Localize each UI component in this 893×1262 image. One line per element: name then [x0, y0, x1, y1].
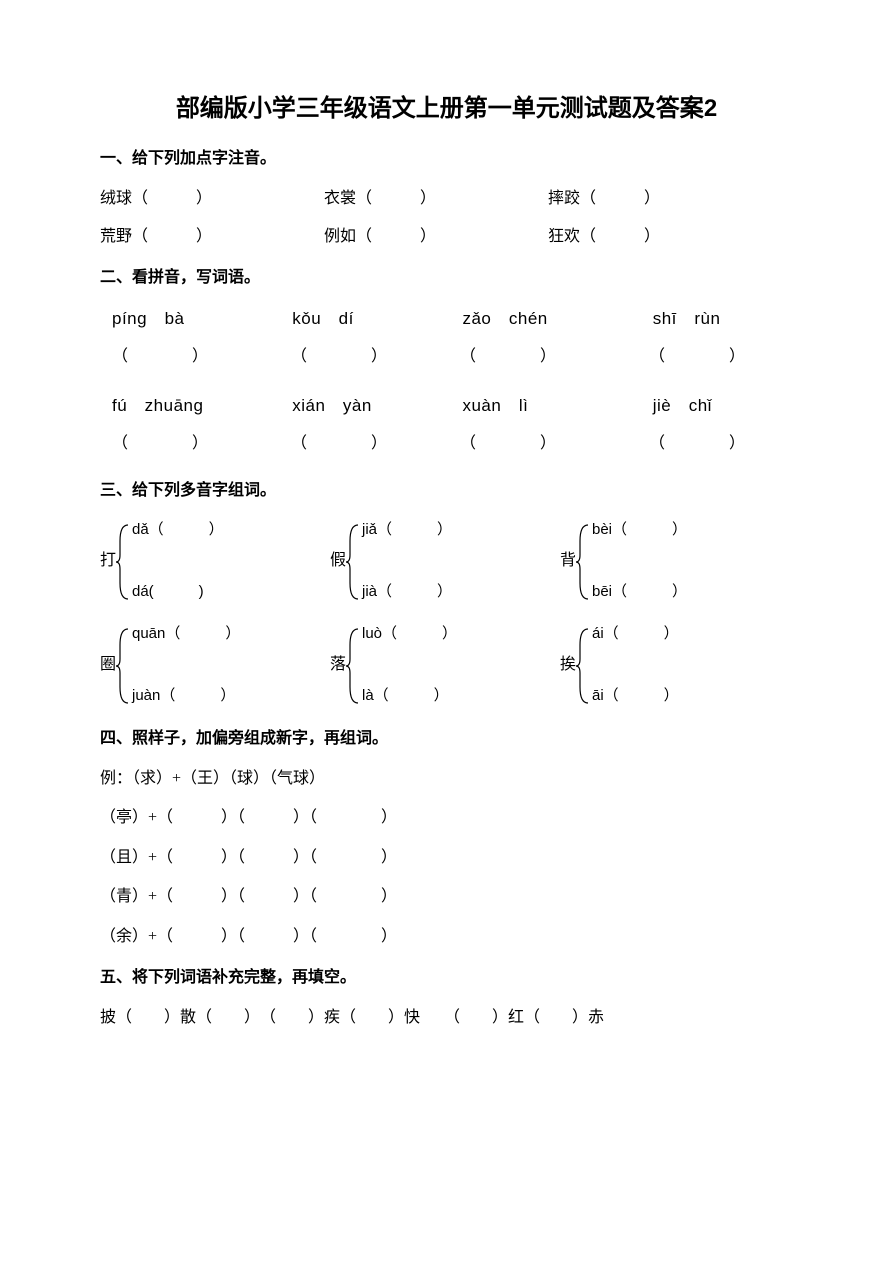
pinyin: jiè chǐ	[653, 392, 793, 419]
blank: （ ）	[112, 344, 287, 370]
poly-opt: jià（ ）	[362, 580, 452, 604]
poly-opt: juàn（ ）	[132, 684, 240, 708]
q1-item: 衣裳（ ）	[324, 186, 544, 212]
pinyin: kǒu dí	[292, 305, 457, 332]
pinyin: shī rùn	[653, 305, 793, 332]
q3-options: dǎ（ ） dá( )	[132, 518, 224, 604]
q4-row: （青）+（ ）（ ）（ ）	[100, 884, 793, 910]
q3-group: 假 jiǎ（ ） jià（ ）	[330, 518, 560, 604]
q3-group: 打 dǎ（ ） dá( )	[100, 518, 330, 604]
poly-opt: dǎ（ ）	[132, 518, 224, 542]
blank: （ ）	[460, 344, 645, 370]
q1-item: 狂欢（ ）	[548, 224, 768, 250]
q1-row2: 荒野（ ） 例如（ ） 狂欢（ ）	[100, 224, 793, 250]
q5-line: 披（ ）散（ ） （ ）疾（ ）快 （ ）红（ ）赤	[100, 1005, 793, 1031]
q2-blank-row1: （ ） （ ） （ ） （ ）	[112, 344, 793, 370]
section4-header: 四、照样子，加偏旁组成新字，再组词。	[100, 726, 793, 752]
q2-blank-row2: （ ） （ ） （ ） （ ）	[112, 431, 793, 457]
q1-row1: 绒球（ ） 衣裳（ ） 摔跤（ ）	[100, 186, 793, 212]
pinyin: xuàn lì	[462, 392, 647, 419]
q3-group: 落 luò（ ） là（ ）	[330, 622, 560, 708]
poly-opt: luò（ ）	[362, 622, 457, 646]
q3-row2: 圈 quān（ ） juàn（ ） 落 luò（ ） là（ ） 挨 ái（ ）…	[100, 622, 793, 708]
title-suffix: 2	[704, 95, 717, 122]
blank: （ ）	[112, 431, 287, 457]
q3-row1: 打 dǎ（ ） dá( ) 假 jiǎ（ ） jià（ ） 背 bèi（ ） b…	[100, 518, 793, 604]
q3-options: luò（ ） là（ ）	[362, 622, 457, 708]
poly-opt: bèi（ ）	[592, 518, 687, 542]
section3-header: 三、给下列多音字组词。	[100, 478, 793, 504]
q3-group: 背 bèi（ ） bēi（ ）	[560, 518, 790, 604]
q3-options: jiǎ（ ） jià（ ）	[362, 518, 452, 604]
poly-opt: āi（ ）	[592, 684, 679, 708]
q1-item: 摔跤（ ）	[548, 186, 768, 212]
pinyin: xián yàn	[292, 392, 457, 419]
q4-row: （且）+（ ）（ ）（ ）	[100, 845, 793, 871]
blank: （ ）	[460, 431, 645, 457]
pinyin: píng bà	[112, 305, 287, 332]
q2-pinyin-row2: fú zhuāng xián yàn xuàn lì jiè chǐ	[112, 392, 793, 419]
pinyin: zǎo chén	[462, 305, 647, 332]
q3-group: 挨 ái（ ） āi（ ）	[560, 622, 790, 708]
pinyin: fú zhuāng	[112, 392, 287, 419]
section1-header: 一、给下列加点字注音。	[100, 146, 793, 172]
q3-group: 圈 quān（ ） juàn（ ）	[100, 622, 330, 708]
blank: （ ）	[649, 344, 789, 370]
poly-opt: là（ ）	[362, 684, 457, 708]
q4-row: （余）+（ ）（ ）（ ）	[100, 924, 793, 950]
section5-header: 五、将下列词语补充完整，再填空。	[100, 965, 793, 991]
poly-opt: quān（ ）	[132, 622, 240, 646]
q3-options: bèi（ ） bēi（ ）	[592, 518, 687, 604]
poly-opt: ái（ ）	[592, 622, 679, 646]
poly-opt: bēi（ ）	[592, 580, 687, 604]
q1-item: 绒球（ ）	[100, 186, 320, 212]
q2-pinyin-row1: píng bà kǒu dí zǎo chén shī rùn	[112, 305, 793, 332]
page-title: 部编版小学三年级语文上册第一单元测试题及答案2	[100, 90, 793, 128]
q1-item: 例如（ ）	[324, 224, 544, 250]
title-main: 部编版小学三年级语文上册第一单元测试题及答案	[176, 95, 704, 122]
poly-opt: jiǎ（ ）	[362, 518, 452, 542]
q1-item: 荒野（ ）	[100, 224, 320, 250]
q3-options: quān（ ） juàn（ ）	[132, 622, 240, 708]
poly-opt: dá( )	[132, 580, 224, 604]
blank: （ ）	[291, 344, 456, 370]
section2-header: 二、看拼音，写词语。	[100, 265, 793, 291]
blank: （ ）	[649, 431, 789, 457]
q3-options: ái（ ） āi（ ）	[592, 622, 679, 708]
q4-example: 例：（求）+（王）（球）（气球）	[100, 766, 793, 792]
blank: （ ）	[291, 431, 456, 457]
q4-row: （亭）+（ ）（ ）（ ）	[100, 805, 793, 831]
